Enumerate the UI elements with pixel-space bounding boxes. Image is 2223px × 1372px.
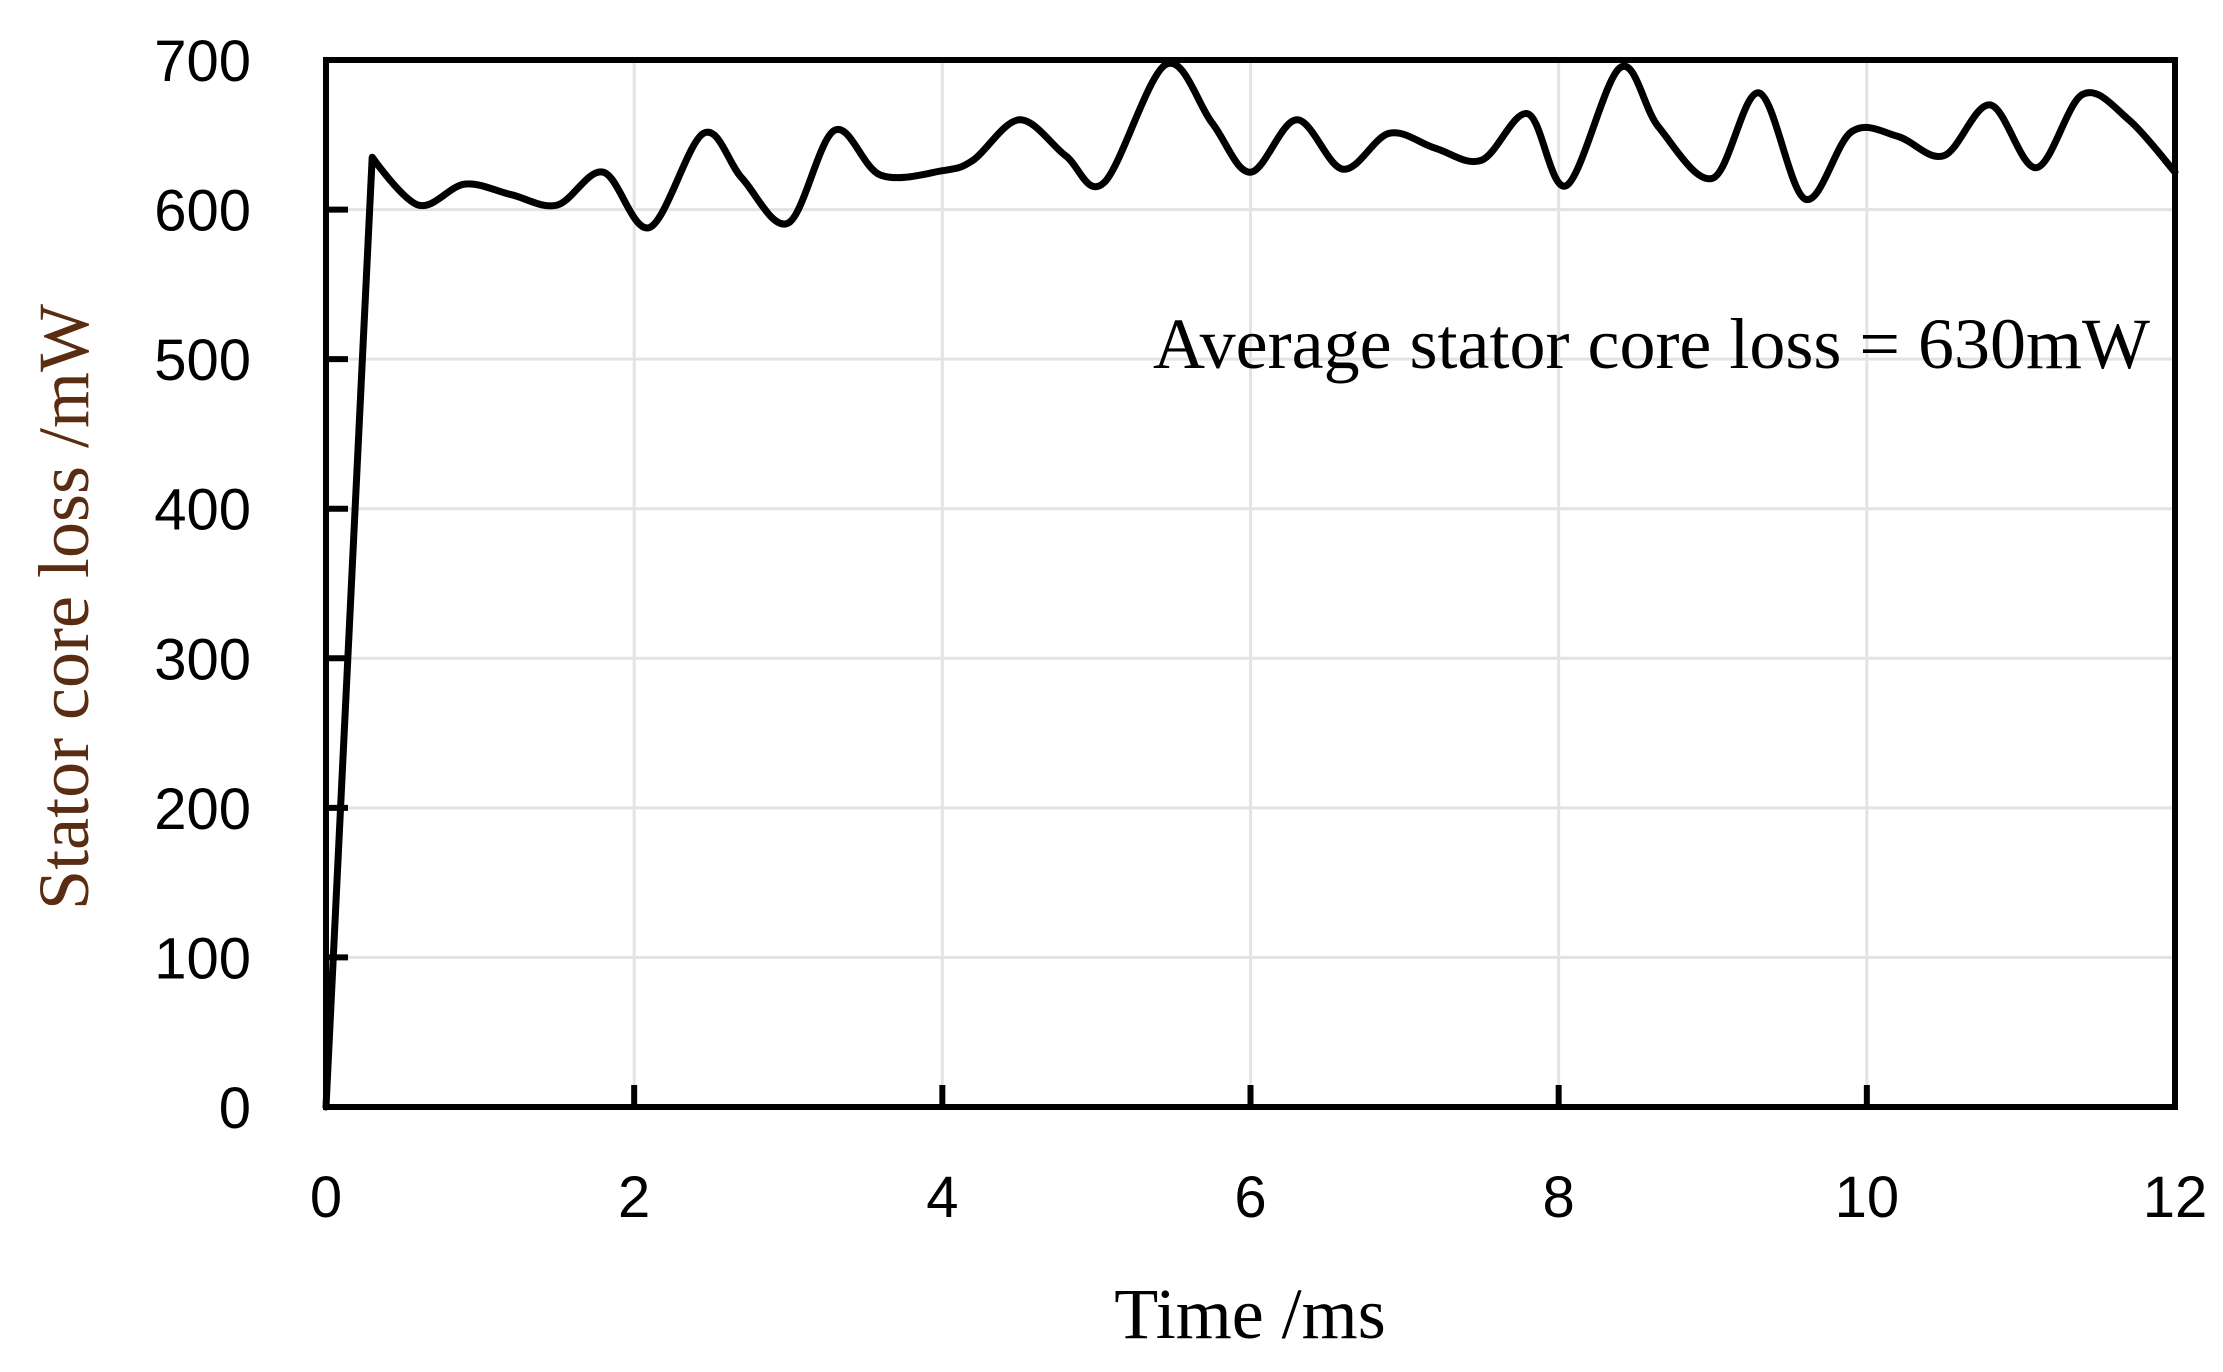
x-tick-label: 10 [1835,1165,1900,1230]
y-tick-label: 300 [154,627,251,692]
x-tick-label: 6 [1234,1165,1266,1230]
y-tick-label: 100 [154,926,251,991]
tick-labels: 0 2 4 6 8 10 12 0 100 200 300 400 500 600 700 [154,29,2207,1230]
y-tick-label: 600 [154,179,251,244]
x-tick-label: 2 [618,1165,650,1230]
y-tick-label: 400 [154,478,251,543]
y-tick-label: 500 [154,328,251,393]
grid-lines [324,58,2177,1109]
y-axis-title: Stator core loss /mW [24,304,104,910]
x-tick-label: 0 [310,1165,342,1230]
y-tick-label: 0 [219,1076,251,1141]
x-axis-title: Time /ms [1114,1274,1385,1354]
average-loss-annotation: Average stator core loss = 630mW [1153,304,2150,384]
series-layer [322,59,2179,1111]
x-tick-label: 8 [1543,1165,1575,1230]
y-tick-label: 700 [154,29,251,94]
x-tick-label: 12 [2143,1165,2208,1230]
series-line-stator-core-loss [322,59,2179,1111]
x-tick-label: 4 [926,1165,958,1230]
y-tick-label: 200 [154,777,251,842]
